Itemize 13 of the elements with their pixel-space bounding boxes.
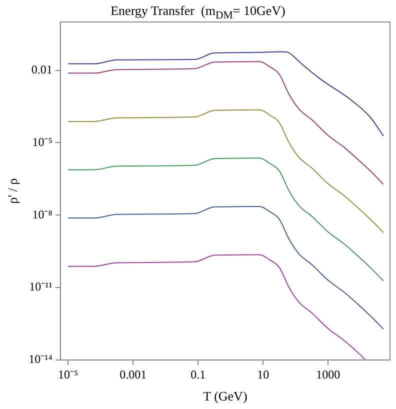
x-tick-label: 10⁻⁵ [58,367,78,382]
y-tick-label: 10⁻¹⁴ [28,352,52,366]
x-tick-label: 1000 [316,367,340,382]
y-tick-label: 10⁻⁵ [32,134,52,149]
chart-title: Energy Transfer (m$_{DM}$= 10GeV) [110,3,286,22]
x-tick-label: 10 [257,367,270,382]
x-axis-title: T (GeV) [203,388,248,404]
y-axis-title: ρ' / ρ [5,178,20,204]
x-tick-label: 0.1 [190,367,206,382]
y-tick-label: 0.01 [31,62,52,76]
y-tick-label: 10⁻⁸ [32,207,52,222]
x-tick-label: 0.001 [120,367,147,382]
y-tick-label: 10⁻¹¹ [29,280,53,294]
